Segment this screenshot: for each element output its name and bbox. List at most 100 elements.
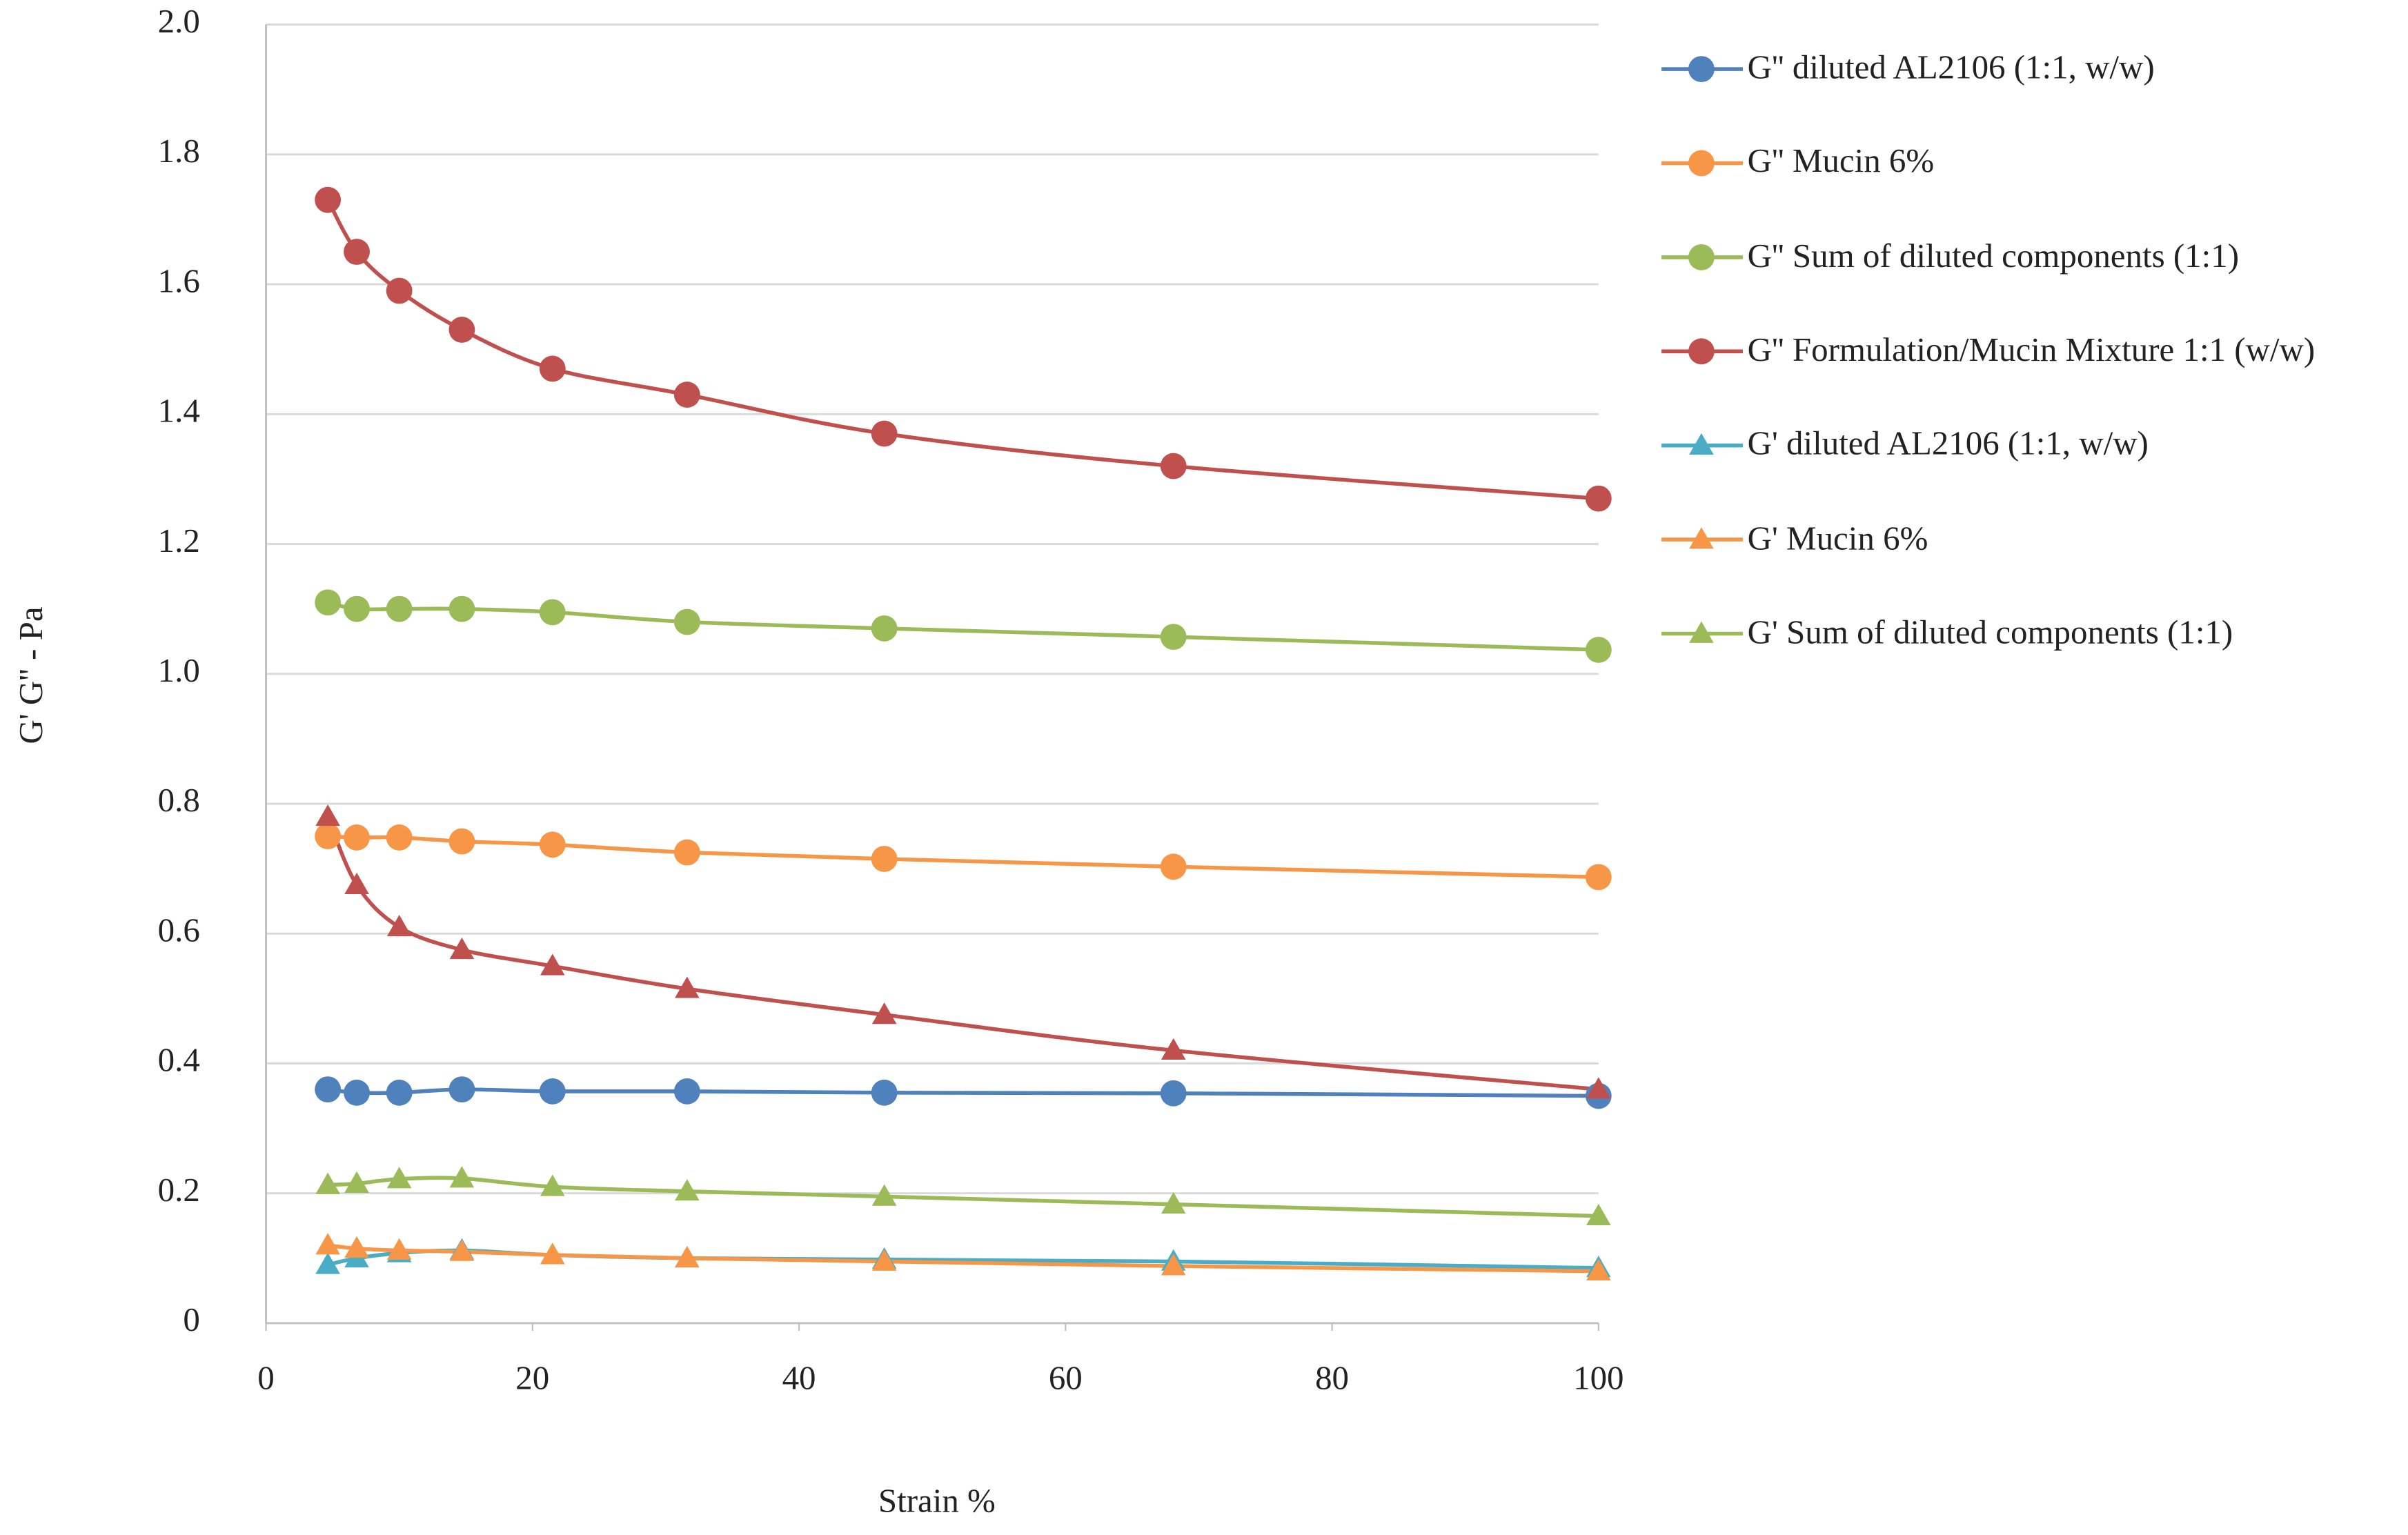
x-tick-label: 80 bbox=[1315, 1359, 1349, 1397]
marker bbox=[449, 937, 475, 960]
marker bbox=[344, 239, 370, 265]
marker bbox=[448, 1076, 475, 1103]
x-axis-label: Strain % bbox=[878, 1482, 996, 1520]
marker bbox=[539, 831, 566, 858]
y-tick-label: 0.6 bbox=[158, 911, 200, 949]
legend-label: G' Mucin 6% bbox=[1747, 517, 1928, 557]
x-tick-label: 100 bbox=[1573, 1359, 1624, 1397]
y-tick-label: 0.8 bbox=[158, 781, 200, 819]
marker bbox=[675, 1246, 700, 1268]
legend-label: G' diluted AL2106 (1:1, w/w) bbox=[1747, 424, 2149, 463]
marker bbox=[344, 824, 370, 851]
marker bbox=[315, 1233, 340, 1255]
marker bbox=[1585, 485, 1612, 512]
marker bbox=[1586, 1077, 1611, 1099]
marker bbox=[1160, 853, 1187, 880]
x-tick-label: 20 bbox=[515, 1359, 549, 1397]
legend-label-box: G'' Formulation/Mucin Mixture 1:1 (w/w) bbox=[1747, 330, 2316, 368]
marker bbox=[1688, 338, 1715, 365]
marker bbox=[673, 382, 700, 408]
legend-label-box: G' diluted AL2106 (1:1, w/w) bbox=[1747, 424, 2149, 463]
marker bbox=[1161, 1254, 1186, 1276]
legend-item: G'' diluted AL2106 (1:1, w/w) bbox=[1661, 47, 2155, 86]
marker bbox=[871, 1079, 898, 1106]
marker bbox=[344, 1171, 369, 1193]
y-tick-label: 2.0 bbox=[158, 2, 200, 40]
marker bbox=[448, 317, 475, 343]
marker bbox=[540, 1242, 565, 1265]
marker bbox=[1160, 453, 1187, 479]
marker bbox=[386, 824, 413, 851]
marker bbox=[344, 872, 369, 895]
series-line bbox=[328, 1176, 1599, 1218]
legend-label: G'' Formulation/Mucin Mixture 1:1 (w/w) bbox=[1747, 330, 2316, 368]
marker bbox=[386, 1079, 413, 1106]
y-axis-label: G' G'' - Pa bbox=[12, 606, 50, 744]
marker bbox=[386, 1238, 412, 1260]
marker bbox=[673, 608, 700, 635]
marker bbox=[871, 1002, 897, 1024]
legend-item: G'' Formulation/Mucin Mixture 1:1 (w/w) bbox=[1661, 330, 2316, 368]
legend-label-box: G' Mucin 6% bbox=[1747, 517, 1928, 557]
marker bbox=[1689, 527, 1714, 549]
marker bbox=[871, 1184, 897, 1206]
marker bbox=[448, 828, 475, 855]
marker bbox=[1689, 433, 1714, 455]
marker bbox=[315, 804, 340, 826]
y-tick-label: 1.4 bbox=[158, 392, 200, 430]
legend-item: G' Sum of diluted components (1:1) bbox=[1661, 612, 2233, 651]
marker bbox=[449, 1166, 475, 1188]
series-line bbox=[328, 834, 1599, 880]
marker bbox=[315, 823, 342, 849]
y-tick-label: 0.4 bbox=[158, 1041, 200, 1079]
legend-label: G'' Mucin 6% bbox=[1747, 141, 1935, 180]
legend-item: G' diluted AL2106 (1:1, w/w) bbox=[1661, 424, 2149, 463]
marker bbox=[540, 953, 565, 976]
marker bbox=[315, 1076, 342, 1103]
marker bbox=[540, 1174, 565, 1196]
marker bbox=[1585, 864, 1612, 891]
legend-label-box: G' Sum of diluted components (1:1) bbox=[1747, 612, 2233, 651]
marker bbox=[315, 1252, 340, 1274]
marker bbox=[871, 1249, 897, 1271]
legend-item: G'' Sum of diluted components (1:1) bbox=[1661, 235, 2240, 275]
marker bbox=[539, 355, 566, 382]
marker bbox=[386, 915, 412, 937]
y-tick-label: 1.8 bbox=[158, 132, 200, 170]
marker bbox=[315, 1172, 340, 1194]
marker bbox=[871, 615, 898, 642]
series-line bbox=[327, 600, 1599, 652]
marker bbox=[1688, 56, 1715, 83]
marker bbox=[315, 589, 342, 616]
y-tick-label: 1.6 bbox=[158, 261, 200, 299]
marker bbox=[344, 1079, 370, 1106]
marker bbox=[1586, 1203, 1611, 1226]
legend-item: G' Mucin 6% bbox=[1661, 517, 1928, 557]
marker bbox=[1161, 1038, 1186, 1060]
marker bbox=[871, 420, 898, 447]
x-tick-label: 40 bbox=[782, 1359, 816, 1397]
marker bbox=[386, 1167, 412, 1189]
legend-label: G' Sum of diluted components (1:1) bbox=[1747, 612, 2233, 651]
legend-label: G'' diluted AL2106 (1:1, w/w) bbox=[1747, 47, 2155, 86]
legend-label-box: G'' Sum of diluted components (1:1) bbox=[1747, 235, 2240, 275]
marker bbox=[539, 599, 566, 626]
marker bbox=[1688, 150, 1715, 177]
marker bbox=[315, 186, 342, 213]
marker bbox=[344, 595, 370, 622]
marker bbox=[448, 595, 475, 622]
marker bbox=[673, 839, 700, 866]
marker bbox=[871, 846, 898, 872]
marker bbox=[675, 1179, 700, 1201]
marker bbox=[386, 595, 413, 622]
marker bbox=[386, 277, 413, 304]
marker bbox=[1161, 1191, 1186, 1214]
marker bbox=[1160, 624, 1187, 651]
marker bbox=[1586, 1258, 1611, 1281]
y-tick-label: 1.0 bbox=[158, 651, 200, 689]
legend-label: G'' Sum of diluted components (1:1) bbox=[1747, 235, 2240, 275]
marker bbox=[1689, 621, 1714, 643]
marker bbox=[675, 976, 700, 998]
